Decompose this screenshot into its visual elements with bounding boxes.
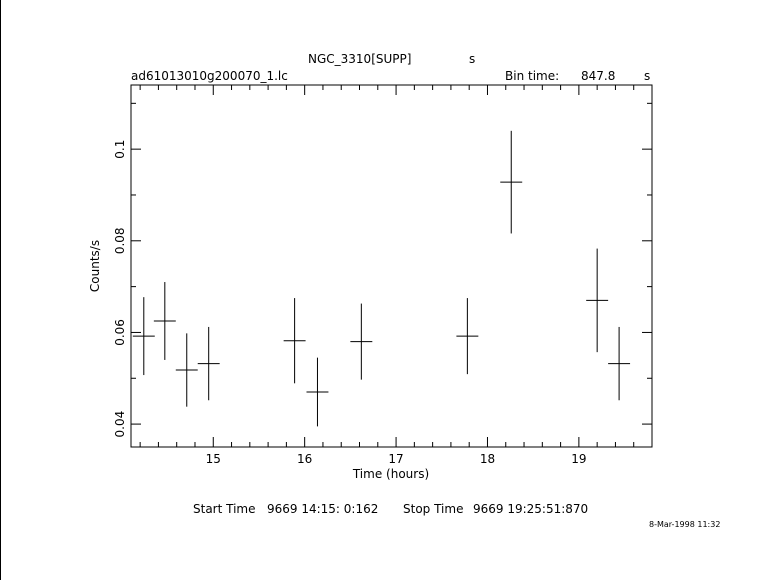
- data-point: [350, 303, 373, 380]
- data-point: [153, 282, 176, 360]
- y-tick-label: 0.1: [113, 140, 127, 159]
- data-point: [175, 333, 198, 407]
- file-name: ad61013010g200070_1.lc: [131, 69, 288, 83]
- data-point: [283, 298, 306, 384]
- bin-time-label: Bin time:: [505, 69, 559, 83]
- x-tick-label: 15: [206, 452, 221, 466]
- start-time-label: Start Time: [193, 502, 256, 516]
- data-point: [197, 326, 220, 401]
- date-stamp: 8-Mar-1998 11:32: [649, 520, 720, 529]
- data-point: [132, 297, 155, 376]
- bin-time-unit: s: [644, 69, 650, 83]
- axis-ticks: 15 16 17 18 19 0.04 0.06 0.08 0.1: [113, 85, 653, 466]
- start-time-value: 9669 14:15: 0:162: [267, 502, 378, 516]
- y-tick-label: 0.06: [113, 319, 127, 346]
- x-tick-label: 17: [388, 452, 403, 466]
- x-tick-label: 19: [571, 452, 586, 466]
- object-unit: s: [469, 52, 475, 66]
- stop-time-value: 9669 19:25:51:870: [473, 502, 588, 516]
- left-window-edge: [0, 0, 1, 580]
- data-point: [306, 357, 329, 427]
- x-axis-label: Time (hours): [352, 467, 429, 481]
- data-points: [132, 130, 631, 427]
- x-tick-label: 16: [297, 452, 312, 466]
- y-axis-label: Counts/s: [88, 240, 102, 292]
- data-point: [500, 130, 523, 234]
- bin-time-value: 847.8: [581, 69, 615, 83]
- data-point: [456, 298, 479, 375]
- x-tick-label: 18: [480, 452, 495, 466]
- data-point: [608, 326, 631, 401]
- data-point: [586, 248, 609, 353]
- object-title: NGC_3310[SUPP]: [308, 52, 411, 66]
- plot-frame: [130, 84, 653, 448]
- stop-time-label: Stop Time: [403, 502, 463, 516]
- y-tick-label: 0.04: [113, 411, 127, 438]
- y-tick-label: 0.08: [113, 227, 127, 254]
